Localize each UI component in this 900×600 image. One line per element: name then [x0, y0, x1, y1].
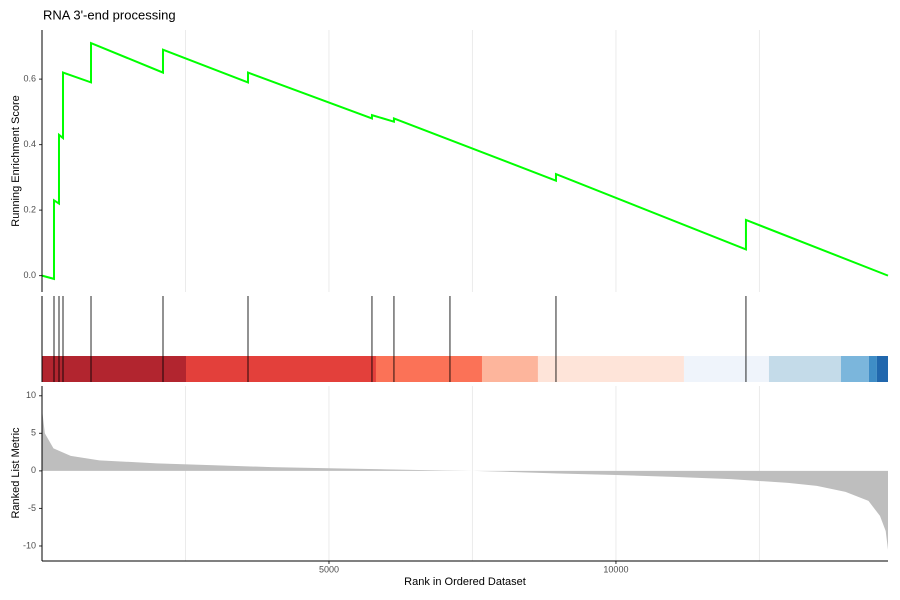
y-axis-label: Running Enrichment Score — [10, 95, 22, 226]
rank-band — [840, 356, 869, 382]
x-axis-label: Rank in Ordered Dataset — [404, 576, 526, 588]
y-tick-label: 0.2 — [23, 205, 36, 215]
x-tick-label: 10000 — [603, 564, 628, 574]
y-tick-label: 0.6 — [23, 74, 36, 84]
y-tick-label: -5 — [28, 503, 36, 513]
y-axis-label: Ranked List Metric — [10, 427, 22, 519]
rank-band — [768, 356, 841, 382]
rank-band — [42, 356, 187, 382]
rank-band — [683, 356, 769, 382]
chart-title: RNA 3'-end processing — [43, 7, 176, 22]
x-tick-label: 5000 — [319, 564, 339, 574]
rank-band — [481, 356, 538, 382]
y-tick-label: -10 — [23, 540, 36, 550]
rank-band — [868, 356, 877, 382]
rank-band — [375, 356, 482, 382]
y-tick-label: 0.0 — [23, 270, 36, 280]
y-tick-label: 0 — [31, 465, 36, 475]
y-tick-label: 10 — [26, 390, 36, 400]
y-tick-label: 0.4 — [23, 139, 36, 149]
rank-band — [876, 356, 888, 382]
rank-band — [537, 356, 684, 382]
y-tick-label: 5 — [31, 428, 36, 438]
metric-area — [42, 409, 888, 550]
rank-band — [186, 356, 376, 382]
running-score-line — [41, 41, 889, 281]
